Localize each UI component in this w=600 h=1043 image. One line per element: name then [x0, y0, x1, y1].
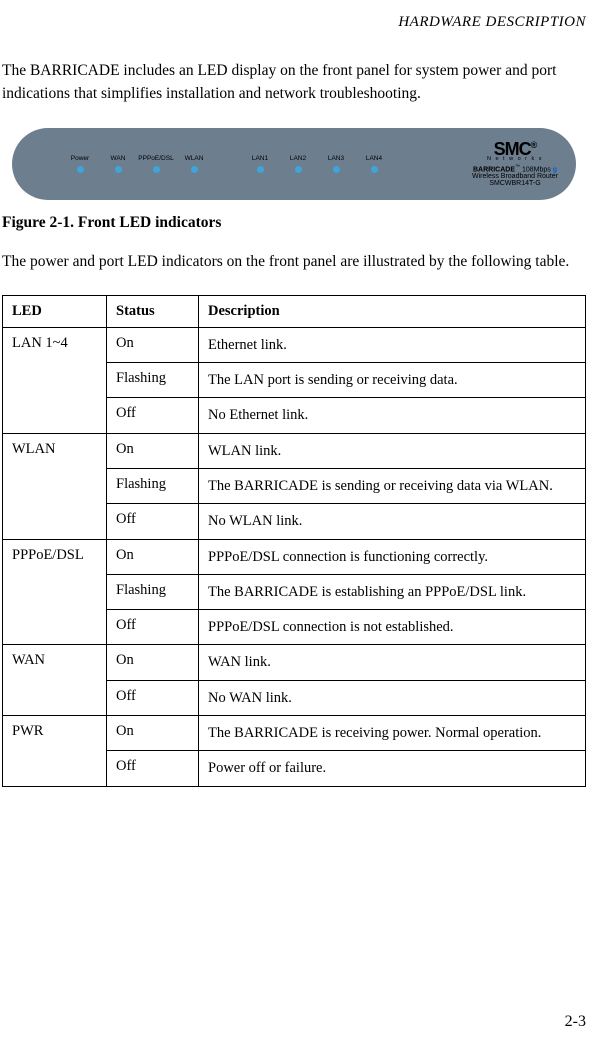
led-dot-icon [333, 166, 340, 173]
led-item: LAN3 [324, 155, 348, 173]
cell-status: Flashing [107, 363, 199, 398]
cell-status: On [107, 433, 199, 468]
cell-led: PWR [3, 716, 107, 787]
cell-description: No WAN link. [199, 680, 586, 715]
device-figure: Power WAN PPPoE/DSL WLAN LAN1 LAN2 LAN3 LAN4 S… [2, 128, 586, 200]
cell-led: WAN [3, 645, 107, 716]
led-label: LAN1 [252, 155, 268, 162]
led-item: WLAN [182, 155, 206, 173]
cell-status: Off [107, 398, 199, 433]
led-label: LAN3 [328, 155, 344, 162]
led-dot-icon [191, 166, 198, 173]
led-item: LAN4 [362, 155, 386, 173]
th-status: Status [107, 295, 199, 327]
led-label: LAN2 [290, 155, 306, 162]
cell-description: The LAN port is sending or receiving dat… [199, 363, 586, 398]
cell-status: On [107, 645, 199, 680]
led-dot-icon [257, 166, 264, 173]
cell-led: WLAN [3, 433, 107, 539]
cell-description: PPPoE/DSL connection is functioning corr… [199, 539, 586, 574]
table-header-row: LED Status Description [3, 295, 586, 327]
cell-status: On [107, 716, 199, 751]
led-item: Power [68, 155, 92, 173]
led-dot-icon [295, 166, 302, 173]
cell-description: The BARRICADE is sending or receiving da… [199, 468, 586, 503]
cell-description: PPPoE/DSL connection is not established. [199, 610, 586, 645]
page-number: 2-3 [565, 1013, 586, 1031]
cell-status: Off [107, 751, 199, 786]
cell-status: On [107, 539, 199, 574]
brand-desc: Wireless Broadband Router [472, 173, 558, 180]
intro-paragraph: The BARRICADE includes an LED display on… [2, 59, 586, 106]
led-dot-icon [77, 166, 84, 173]
device-panel: Power WAN PPPoE/DSL WLAN LAN1 LAN2 LAN3 LAN4 S… [12, 128, 576, 200]
led-label: WAN [111, 155, 126, 162]
cell-description: WLAN link. [199, 433, 586, 468]
led-item: LAN2 [286, 155, 310, 173]
cell-status: On [107, 327, 199, 362]
cell-description: Ethernet link. [199, 327, 586, 362]
table-row: LAN 1~4OnEthernet link. [3, 327, 586, 362]
brand-model: SMCWBR14T-G [472, 180, 558, 187]
led-table: LED Status Description LAN 1~4OnEthernet… [2, 295, 586, 787]
led-item: PPPoE/DSL [144, 155, 168, 173]
page-header: HARDWARE DESCRIPTION [2, 14, 586, 31]
cell-description: No WLAN link. [199, 504, 586, 539]
led-label: LAN4 [366, 155, 382, 162]
led-group-2: LAN1 LAN2 LAN3 LAN4 [248, 155, 386, 173]
led-label: Power [71, 155, 89, 162]
led-label: WLAN [185, 155, 204, 162]
cell-status: Off [107, 680, 199, 715]
cell-description: No Ethernet link. [199, 398, 586, 433]
cell-status: Off [107, 504, 199, 539]
cell-status: Off [107, 610, 199, 645]
brand-barricade-line: BARRICADE™ 108Mbps g [472, 164, 558, 173]
figure-caption: Figure 2-1. Front LED indicators [2, 214, 586, 232]
cell-status: Flashing [107, 574, 199, 609]
cell-led: LAN 1~4 [3, 327, 107, 433]
table-row: PPPoE/DSLOnPPPoE/DSL connection is funct… [3, 539, 586, 574]
th-led: LED [3, 295, 107, 327]
brand-networks: N e t w o r k s [472, 156, 558, 162]
led-item: WAN [106, 155, 130, 173]
brand-block: SMC® N e t w o r k s BARRICADE™ 108Mbps … [472, 140, 558, 187]
cell-description: The BARRICADE is establishing an PPPoE/D… [199, 574, 586, 609]
cell-description: The BARRICADE is receiving power. Normal… [199, 716, 586, 751]
table-row: WLANOnWLAN link. [3, 433, 586, 468]
cell-status: Flashing [107, 468, 199, 503]
cell-led: PPPoE/DSL [3, 539, 107, 645]
second-paragraph: The power and port LED indicators on the… [2, 250, 586, 273]
table-row: PWROnThe BARRICADE is receiving power. N… [3, 716, 586, 751]
led-dot-icon [115, 166, 122, 173]
led-dot-icon [371, 166, 378, 173]
table-row: WANOnWAN link. [3, 645, 586, 680]
th-desc: Description [199, 295, 586, 327]
led-label: PPPoE/DSL [138, 155, 173, 162]
led-group-1: Power WAN PPPoE/DSL WLAN [68, 155, 206, 173]
cell-description: Power off or failure. [199, 751, 586, 786]
led-dot-icon [153, 166, 160, 173]
led-item: LAN1 [248, 155, 272, 173]
cell-description: WAN link. [199, 645, 586, 680]
